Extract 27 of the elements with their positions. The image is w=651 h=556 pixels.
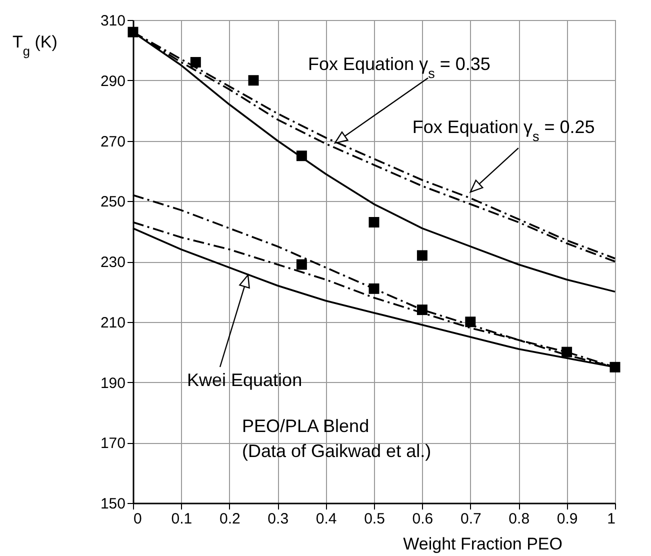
x-tick-label: 1 xyxy=(607,510,616,528)
y-tick-label: 230 xyxy=(100,254,126,271)
y-tick-label: 190 xyxy=(100,374,126,392)
y-axis-title: T$_{g}$ (K) xyxy=(12,32,58,58)
x-tick-label: 0.9 xyxy=(556,510,578,528)
x-tick-label: 0 xyxy=(134,510,142,528)
x-tick-label: 0.2 xyxy=(219,510,240,528)
y-tick-label: 290 xyxy=(100,72,126,90)
y-tick-label: 150 xyxy=(100,496,126,512)
y-tick-label: 170 xyxy=(100,435,126,452)
annotation: PEO/PLA Blend xyxy=(242,416,370,436)
x-tick-label: 0.6 xyxy=(412,510,434,528)
x-tick-label: 0.5 xyxy=(364,510,385,528)
x-tick-label: 0.1 xyxy=(171,510,192,528)
annotation: Fox Equation γ$_{s}$ = 0.35 xyxy=(308,54,490,80)
annotation: Kwei Equation xyxy=(187,370,302,390)
annotation: Fox Equation γ$_{s}$ = 0.25 xyxy=(412,117,595,144)
annotation: (Data of Gaikwad et al.) xyxy=(242,441,432,461)
x-axis-title: Weight Fraction PEO xyxy=(403,534,562,554)
x-tick-label: 0.7 xyxy=(460,510,482,528)
x-tick-label: 0.4 xyxy=(316,510,337,528)
y-tick-label: 310 xyxy=(100,12,126,30)
y-tick-label: 270 xyxy=(100,133,126,150)
y-tick-label: 210 xyxy=(100,314,126,332)
x-tick-label: 0.8 xyxy=(508,510,530,528)
x-tick-label: 0.3 xyxy=(268,510,289,528)
y-tick-label: 250 xyxy=(100,194,126,211)
